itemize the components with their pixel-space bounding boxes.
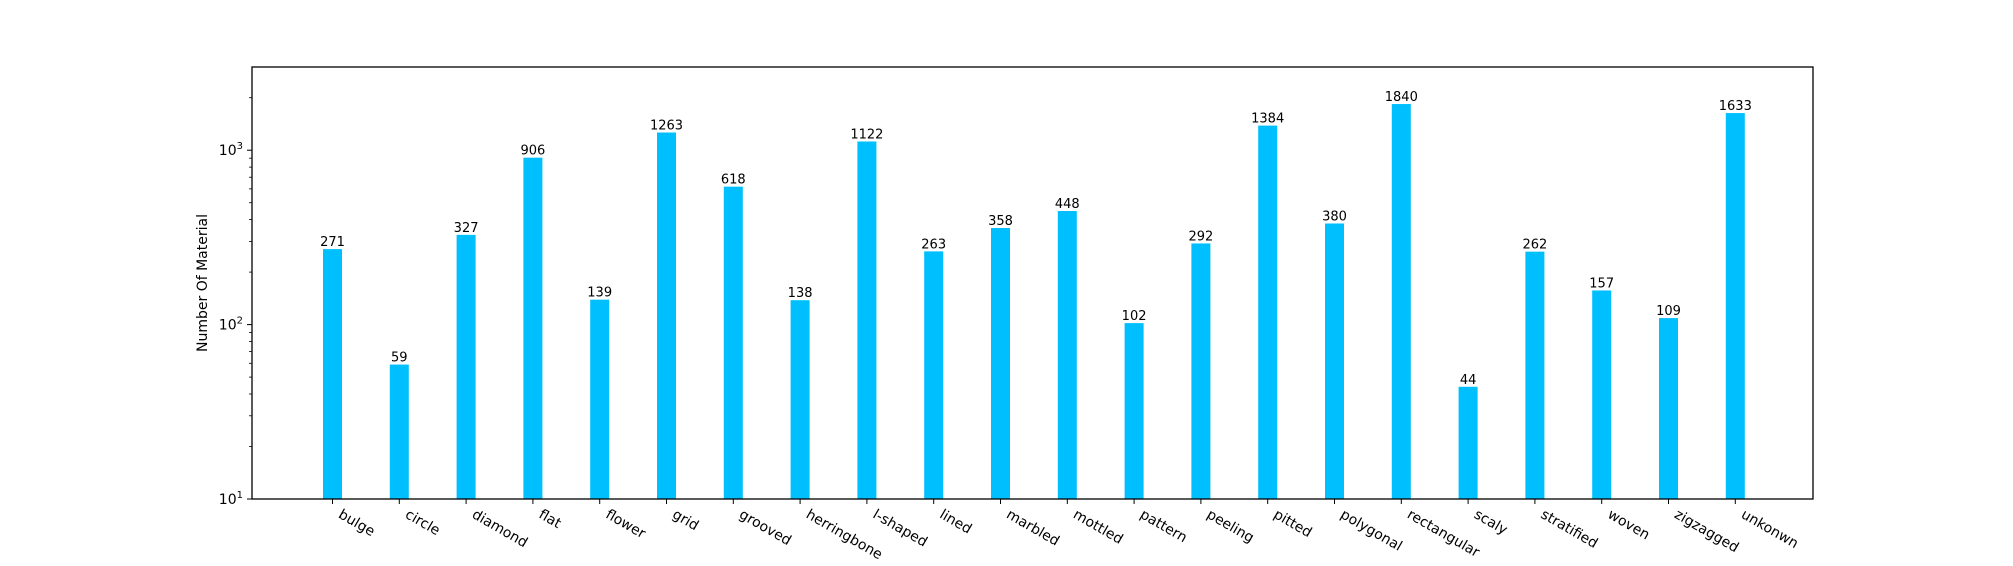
value-label-scaly: 44 — [1460, 373, 1477, 388]
value-label-mottled: 448 — [1055, 197, 1080, 212]
value-label-herringbone: 138 — [788, 286, 813, 301]
value-label-rectangular: 1840 — [1385, 90, 1418, 105]
bars-group — [323, 104, 1745, 500]
value-label-circle: 59 — [391, 351, 408, 366]
bar-woven — [1592, 290, 1612, 499]
value-label-bulge: 271 — [320, 235, 345, 250]
x-tick-label-grid: grid — [670, 507, 702, 535]
plot-frame — [251, 66, 1814, 500]
bar-bulge — [323, 249, 342, 499]
bar-pitted — [1258, 125, 1278, 499]
x-tick-label-marbled: marbled — [1004, 507, 1062, 550]
value-label-polygonal: 380 — [1322, 209, 1347, 224]
value-labels-group: 271 59 327 906 139 1263 618 138 1122 263 358 448 102… — [320, 90, 1752, 388]
x-tick-label-bulge: bulge — [336, 507, 378, 540]
x-tick-label-grooved: grooved — [736, 507, 794, 549]
bar-pattern — [1124, 323, 1144, 499]
bar-zigzagged — [1659, 318, 1678, 499]
x-tick-label-pattern: pattern — [1137, 507, 1190, 547]
value-label-woven: 157 — [1589, 276, 1614, 291]
bar-marbled — [991, 228, 1010, 499]
bar-grid — [657, 132, 676, 500]
bar-herringbone — [790, 300, 810, 499]
bar-l-shaped — [857, 141, 877, 499]
value-label-l-shaped: 1122 — [850, 127, 883, 142]
value-label-flower: 139 — [587, 286, 612, 301]
x-tick-label-flat: flat — [536, 507, 564, 533]
y-tick-label-100: 102 — [219, 316, 243, 334]
x-tick-label-circle: circle — [402, 507, 442, 539]
bar-diamond — [456, 234, 476, 499]
value-label-stratified: 262 — [1522, 238, 1547, 253]
x-tick-label-unkonwn: unkonwn — [1738, 507, 1801, 552]
value-label-unkonwn: 1633 — [1719, 99, 1752, 114]
x-tick-label-polygonal: polygonal — [1338, 507, 1405, 555]
value-label-flat: 906 — [520, 144, 545, 159]
bar-circle — [389, 364, 409, 499]
bar-scaly — [1458, 386, 1478, 499]
bar-flower — [590, 299, 610, 499]
value-label-grooved: 618 — [721, 173, 746, 188]
value-label-marbled: 358 — [988, 214, 1013, 229]
bar-polygonal — [1325, 223, 1344, 500]
value-label-diamond: 327 — [454, 221, 479, 236]
bar-flat — [523, 157, 543, 500]
bar-unkonwn — [1725, 113, 1745, 500]
bar-grooved — [723, 186, 743, 499]
bar-lined — [924, 251, 944, 499]
value-label-peeling: 292 — [1188, 229, 1213, 244]
x-tick-label-lined: lined — [937, 507, 975, 538]
y-axis-ticks: 101 102 103 — [219, 97, 252, 508]
bar-mottled — [1057, 211, 1077, 499]
bar-peeling — [1191, 243, 1211, 499]
x-tick-label-zigzagged: zigzagged — [1672, 507, 1742, 557]
x-tick-label-scaly: scaly — [1471, 507, 1510, 539]
x-axis-ticks: bulge circle diamond flat flower grid grooved h… — [332, 499, 1801, 563]
value-label-lined: 263 — [921, 237, 946, 252]
value-label-grid: 1263 — [650, 119, 683, 134]
value-label-pitted: 1384 — [1251, 112, 1284, 127]
bar-rectangular — [1391, 104, 1411, 499]
x-tick-label-diamond: diamond — [469, 507, 530, 552]
y-tick-label-10: 101 — [219, 490, 243, 508]
y-tick-label-1000: 103 — [219, 141, 243, 159]
bar-stratified — [1525, 251, 1545, 499]
value-label-pattern: 102 — [1122, 309, 1147, 324]
x-tick-label-peeling: peeling — [1204, 507, 1257, 547]
x-tick-label-stratified: stratified — [1538, 507, 1600, 552]
x-tick-label-flower: flower — [603, 507, 649, 543]
x-tick-label-l-shaped: l-shaped — [870, 507, 930, 551]
value-label-zigzagged: 109 — [1656, 304, 1681, 319]
x-tick-label-rectangular: rectangular — [1404, 507, 1482, 561]
x-tick-label-mottled: mottled — [1070, 507, 1125, 548]
x-tick-label-woven: woven — [1605, 507, 1653, 544]
x-tick-label-pitted: pitted — [1271, 507, 1315, 541]
y-axis-label: Number Of Material — [195, 214, 211, 352]
